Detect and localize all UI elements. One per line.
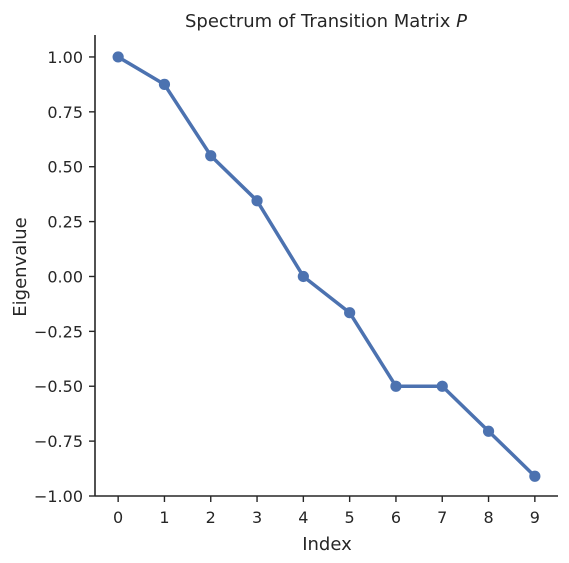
data-point [482,425,495,437]
y-tick-label: 0.50 [47,158,83,177]
x-tick-label: 3 [252,508,262,527]
x-tick-label: 0 [113,508,123,527]
data-point [436,380,448,392]
x-tick-label: 6 [391,508,401,527]
chart-title: Spectrum of Transition Matrix P [185,11,467,32]
y-tick-label: −0.25 [34,322,83,341]
y-axis-label: Eigenvalue [10,217,31,316]
data-point [344,307,356,319]
x-tick-label: 2 [206,508,216,527]
y-tick-label: 0.75 [47,103,83,122]
data-point [112,51,124,63]
x-ticks: 0 1 2 3 4 5 6 7 8 9 [113,496,540,527]
y-tick-label: 1.00 [47,48,83,67]
series-line [116,55,537,478]
data-point [205,150,217,162]
y-tick-label: −1.00 [34,487,83,506]
y-ticks: 1.00 0.75 0.50 0.25 0.00 −0.25 −0.50 −0.75 −1.00 [34,48,95,506]
x-tick-label: 8 [483,508,493,527]
y-tick-label: 0.00 [47,267,83,286]
data-point [251,195,263,207]
x-axis-label: Index [302,534,352,555]
x-tick-label: 9 [530,508,540,527]
data-point [158,78,171,90]
data-point [529,470,541,482]
x-tick-label: 1 [159,508,169,527]
x-tick-label: 4 [298,508,308,527]
y-tick-label: −0.50 [34,377,83,396]
data-points [112,51,541,482]
data-point [297,270,309,283]
x-tick-label: 7 [437,508,447,527]
x-tick-label: 5 [345,508,355,527]
y-tick-label: −0.75 [34,432,83,451]
y-tick-label: 0.25 [47,213,83,232]
data-point [390,380,402,392]
